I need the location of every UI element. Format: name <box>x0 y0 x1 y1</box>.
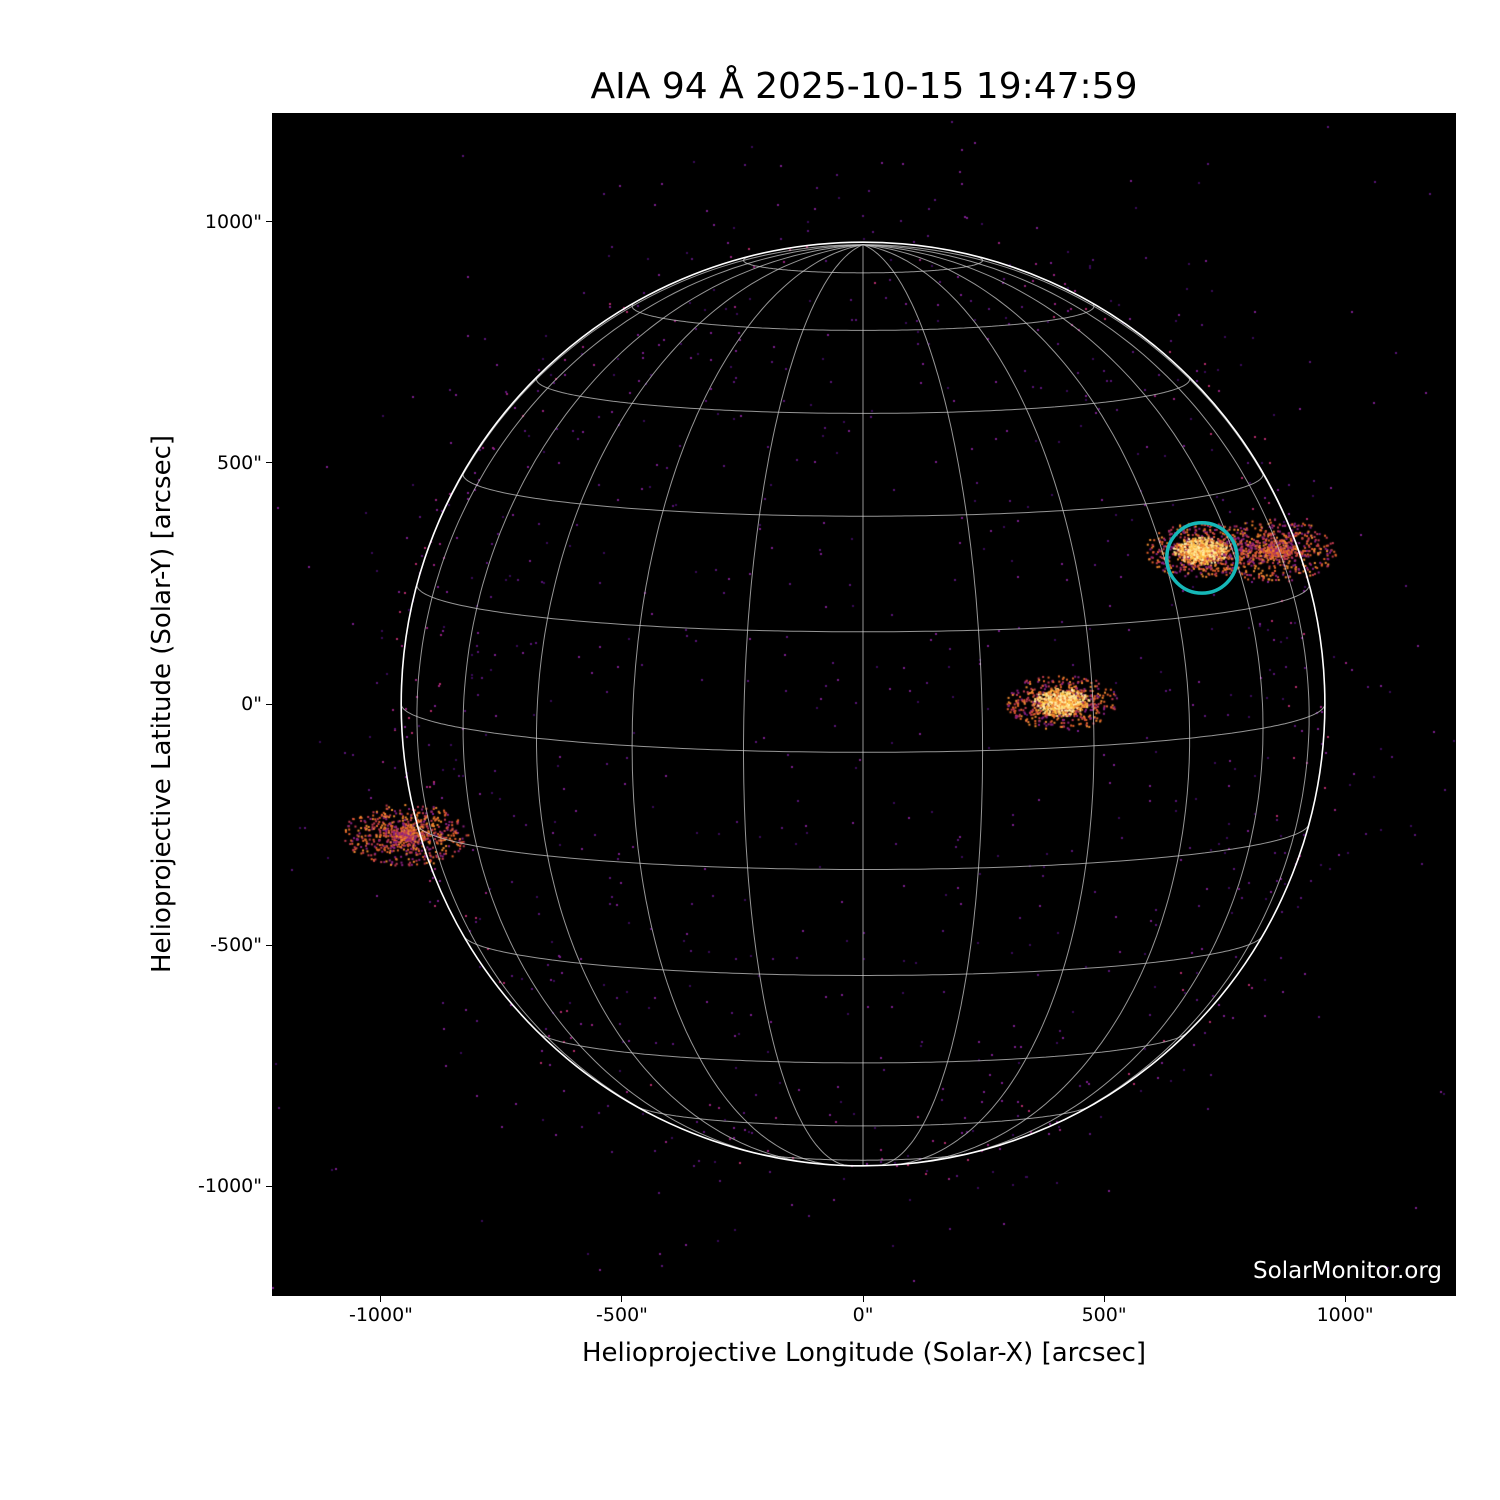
y-axis-label: Helioprojective Latitude (Solar-Y) [arcs… <box>147 434 177 974</box>
longitude-grid-line <box>862 244 1326 705</box>
x-tick-label: 0" <box>852 1304 874 1326</box>
y-tick-mark <box>266 1185 272 1187</box>
longitude-grid-line <box>631 244 864 1166</box>
longitude-grid-line <box>400 244 864 705</box>
x-tick-mark <box>1344 1296 1346 1302</box>
x-tick-mark <box>1103 1296 1105 1302</box>
x-tick-label: -500" <box>596 1304 648 1326</box>
x-tick-mark <box>380 1296 382 1302</box>
y-tick-mark <box>266 462 272 464</box>
longitude-grid-line <box>862 244 1191 1164</box>
watermark: SolarMonitor.org <box>1253 1258 1442 1284</box>
y-tick-mark <box>266 944 272 946</box>
longitude-grid-line <box>536 244 864 1164</box>
flare-location-marker <box>1164 521 1239 595</box>
y-tick-label: 500" <box>216 451 262 474</box>
longitude-grid-line <box>743 244 864 1167</box>
longitude-grid-line <box>862 244 1095 1166</box>
solar-limb <box>400 241 1326 1167</box>
x-tick-label: 1000" <box>1316 1304 1374 1326</box>
y-tick-mark <box>266 703 272 705</box>
x-tick-label: -1000" <box>348 1304 413 1326</box>
chart-title: AIA 94 Å 2025-10-15 19:47:59 <box>590 66 1138 107</box>
x-tick-label: 500" <box>1081 1304 1127 1326</box>
longitude-grid-line <box>462 244 864 1159</box>
y-tick-label: 0" <box>241 693 262 716</box>
coordinate-grid <box>400 241 1326 1167</box>
y-tick-label: -1000" <box>198 1175 262 1198</box>
longitude-grid-line <box>862 244 984 1167</box>
longitude-grid-line <box>862 244 1264 1159</box>
longitude-grid-line <box>862 244 1310 1133</box>
plot-area: SolarMonitor.org <box>272 113 1456 1296</box>
y-tick-label: 1000" <box>204 210 262 233</box>
y-tick-label: -500" <box>210 934 262 957</box>
longitude-grid-line <box>416 244 864 1133</box>
solar-image <box>272 113 1456 1296</box>
y-tick-mark <box>266 221 272 223</box>
x-tick-mark <box>621 1296 623 1302</box>
x-tick-mark <box>862 1296 864 1302</box>
x-axis-label: Helioprojective Longitude (Solar-X) [arc… <box>581 1338 1147 1368</box>
